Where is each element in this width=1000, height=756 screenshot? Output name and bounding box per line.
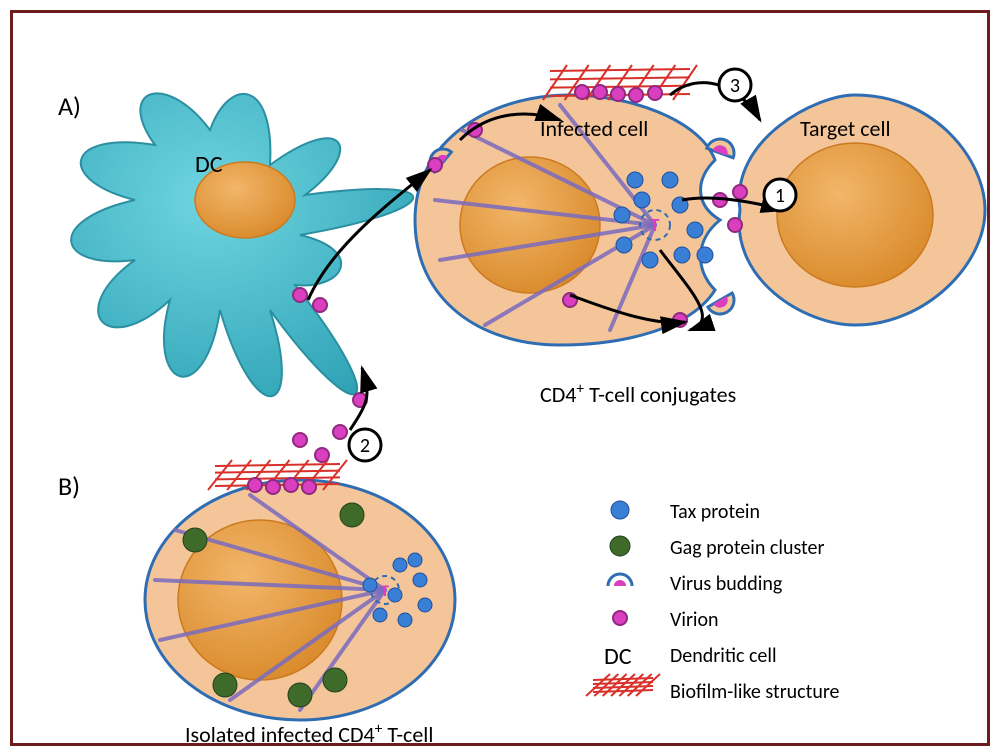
legend-tax: Tax protein	[670, 500, 760, 524]
target-cell-label: Target cell	[800, 115, 891, 142]
legend-dc-key: DC	[604, 642, 632, 671]
legend-gag: Gag protein cluster	[670, 536, 824, 560]
panel-a-label: A)	[58, 90, 81, 122]
infected-cell-label: Infected cell	[540, 115, 648, 142]
diagram-frame: T 1 2 3 T A) B) DC Infected cell Target cell…	[0, 0, 1000, 756]
isolated-label: Isolated infected CD4+ T-cell	[185, 720, 433, 748]
svg-text:1: 1	[775, 184, 785, 208]
panel-b-label: B)	[58, 470, 80, 502]
svg-text:3: 3	[730, 74, 740, 98]
conjugates-text: CD4+ T-cell conjugates	[540, 381, 736, 408]
svg-text:T: T	[381, 582, 389, 601]
isolated-text: Isolated infected CD4+ T-cell	[185, 721, 433, 748]
legend-virion: Virion	[670, 608, 719, 632]
legend-budding: Virus budding	[670, 572, 782, 596]
dc-label: DC	[195, 150, 223, 179]
svg-text:2: 2	[360, 434, 370, 458]
svg-text:T: T	[651, 214, 660, 236]
diagram-svg: T 1 2 3 T	[0, 0, 1000, 756]
conjugates-label: CD4+ T-cell conjugates	[540, 380, 736, 408]
legend-biofilm: Biofilm-like structure	[670, 680, 840, 704]
legend-dc: Dendritic cell	[670, 644, 777, 668]
